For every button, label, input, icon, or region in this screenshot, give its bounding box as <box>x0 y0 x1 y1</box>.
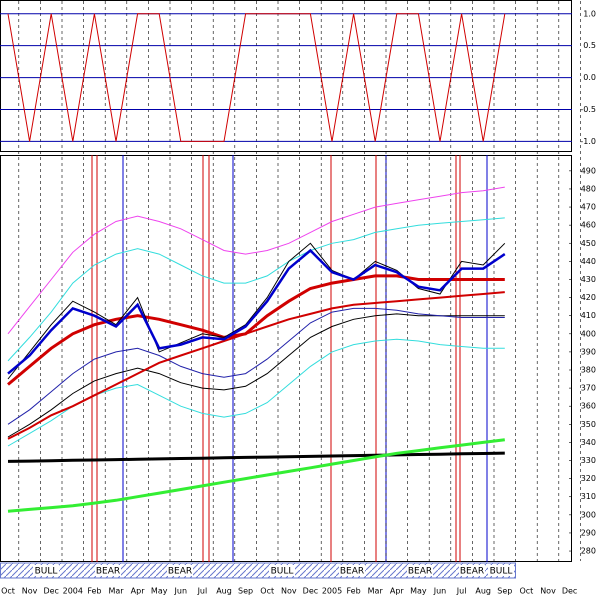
x-tick-label: Oct <box>1 587 15 596</box>
x-tick-label: Dec <box>303 587 318 596</box>
x-tick-label: Mar <box>368 587 384 596</box>
x-tick-label: Jul <box>456 587 467 596</box>
y-tick-label: 400 <box>581 329 596 338</box>
x-tick-label: Oct <box>260 587 274 596</box>
y-tick-label: 0.5 <box>583 41 596 50</box>
y-tick-label: 330 <box>581 456 596 465</box>
regime-label-bg <box>95 565 121 576</box>
y-tick-label: 1.0 <box>583 9 596 18</box>
regime-label: BEAR <box>460 567 484 577</box>
regime-label-bg <box>167 565 193 576</box>
series-line <box>7 13 506 142</box>
y-tick-label: 410 <box>581 311 596 320</box>
regime-label-bg <box>33 565 59 576</box>
y-tick-label: 300 <box>581 510 596 519</box>
x-tick-label: Aug <box>216 587 232 596</box>
regime-label: BULL <box>35 567 58 577</box>
indicator-frame <box>0 0 572 152</box>
y-tick-label: 480 <box>581 184 596 193</box>
x-tick-label: Dec <box>562 587 577 596</box>
regime-label-bg <box>339 565 365 576</box>
y-tick-label: 370 <box>581 384 596 393</box>
series-line <box>7 291 505 440</box>
y-tick-label: 430 <box>581 275 596 284</box>
regime-label-bg <box>459 565 485 576</box>
price-frame <box>0 155 572 562</box>
y-tick-label: 360 <box>581 402 596 411</box>
x-tick-label: Oct <box>519 587 533 596</box>
y-tick-label: 350 <box>581 420 596 429</box>
y-tick-label: 320 <box>581 474 596 483</box>
x-tick-label: Feb <box>87 587 101 596</box>
x-tick-label: Jul <box>197 587 208 596</box>
y-tick-label: 450 <box>581 239 596 248</box>
x-tick-label: Sep <box>238 587 253 596</box>
x-tick-label: Nov <box>281 587 297 596</box>
series-line <box>7 248 506 375</box>
series-line <box>7 242 506 380</box>
series-line <box>7 217 505 362</box>
series-line <box>7 313 505 438</box>
y-tick-label: 420 <box>581 293 596 302</box>
y-tick-label: 440 <box>581 257 596 266</box>
y-tick-label: 380 <box>581 365 596 374</box>
series-line <box>7 186 505 335</box>
x-tick-label: Nov <box>540 587 556 596</box>
x-tick-label: 2005 <box>322 587 342 596</box>
y-tick-label: 390 <box>581 347 596 356</box>
x-tick-label: Aug <box>475 587 491 596</box>
y-tick-label: 490 <box>581 166 596 175</box>
y-tick-label: -0.5 <box>580 105 596 114</box>
y-tick-label: 470 <box>581 203 596 212</box>
y-tick-label: -1.0 <box>580 137 596 146</box>
y-tick-label: 290 <box>581 528 596 537</box>
y-tick-label: 340 <box>581 438 596 447</box>
regime-label: BEAR <box>408 567 432 577</box>
regime-band <box>0 562 516 579</box>
x-tick-label: Jun <box>433 587 447 596</box>
series-line <box>7 307 505 425</box>
regime-label: BULL <box>271 567 294 577</box>
regime-label-bg <box>269 565 295 576</box>
regime-label-bg <box>407 565 433 576</box>
series-line <box>7 438 505 513</box>
regime-label: BULL <box>490 567 513 577</box>
series-line <box>7 274 505 386</box>
regime-label: BEAR <box>96 567 120 577</box>
x-tick-label: Nov <box>22 587 38 596</box>
y-tick-label: 0.0 <box>583 73 596 82</box>
regime-label: BEAR <box>168 567 192 577</box>
x-tick-label: Apr <box>131 587 146 596</box>
x-tick-label: Sep <box>497 587 512 596</box>
series-line <box>7 451 505 463</box>
x-tick-label: Jun <box>174 587 188 596</box>
x-tick-label: 2004 <box>63 587 83 596</box>
x-tick-label: May <box>410 587 427 596</box>
x-tick-label: Apr <box>390 587 405 596</box>
x-tick-label: May <box>151 587 168 596</box>
x-tick-label: Dec <box>43 587 58 596</box>
regime-label: BEAR <box>340 567 364 577</box>
x-tick-label: Mar <box>108 587 124 596</box>
y-tick-label: 310 <box>581 492 596 501</box>
x-tick-label: Feb <box>347 587 361 596</box>
y-tick-label: 460 <box>581 221 596 230</box>
signal-lines <box>91 155 488 562</box>
y-tick-label: 280 <box>581 547 596 556</box>
regime-label-bg <box>488 565 514 576</box>
